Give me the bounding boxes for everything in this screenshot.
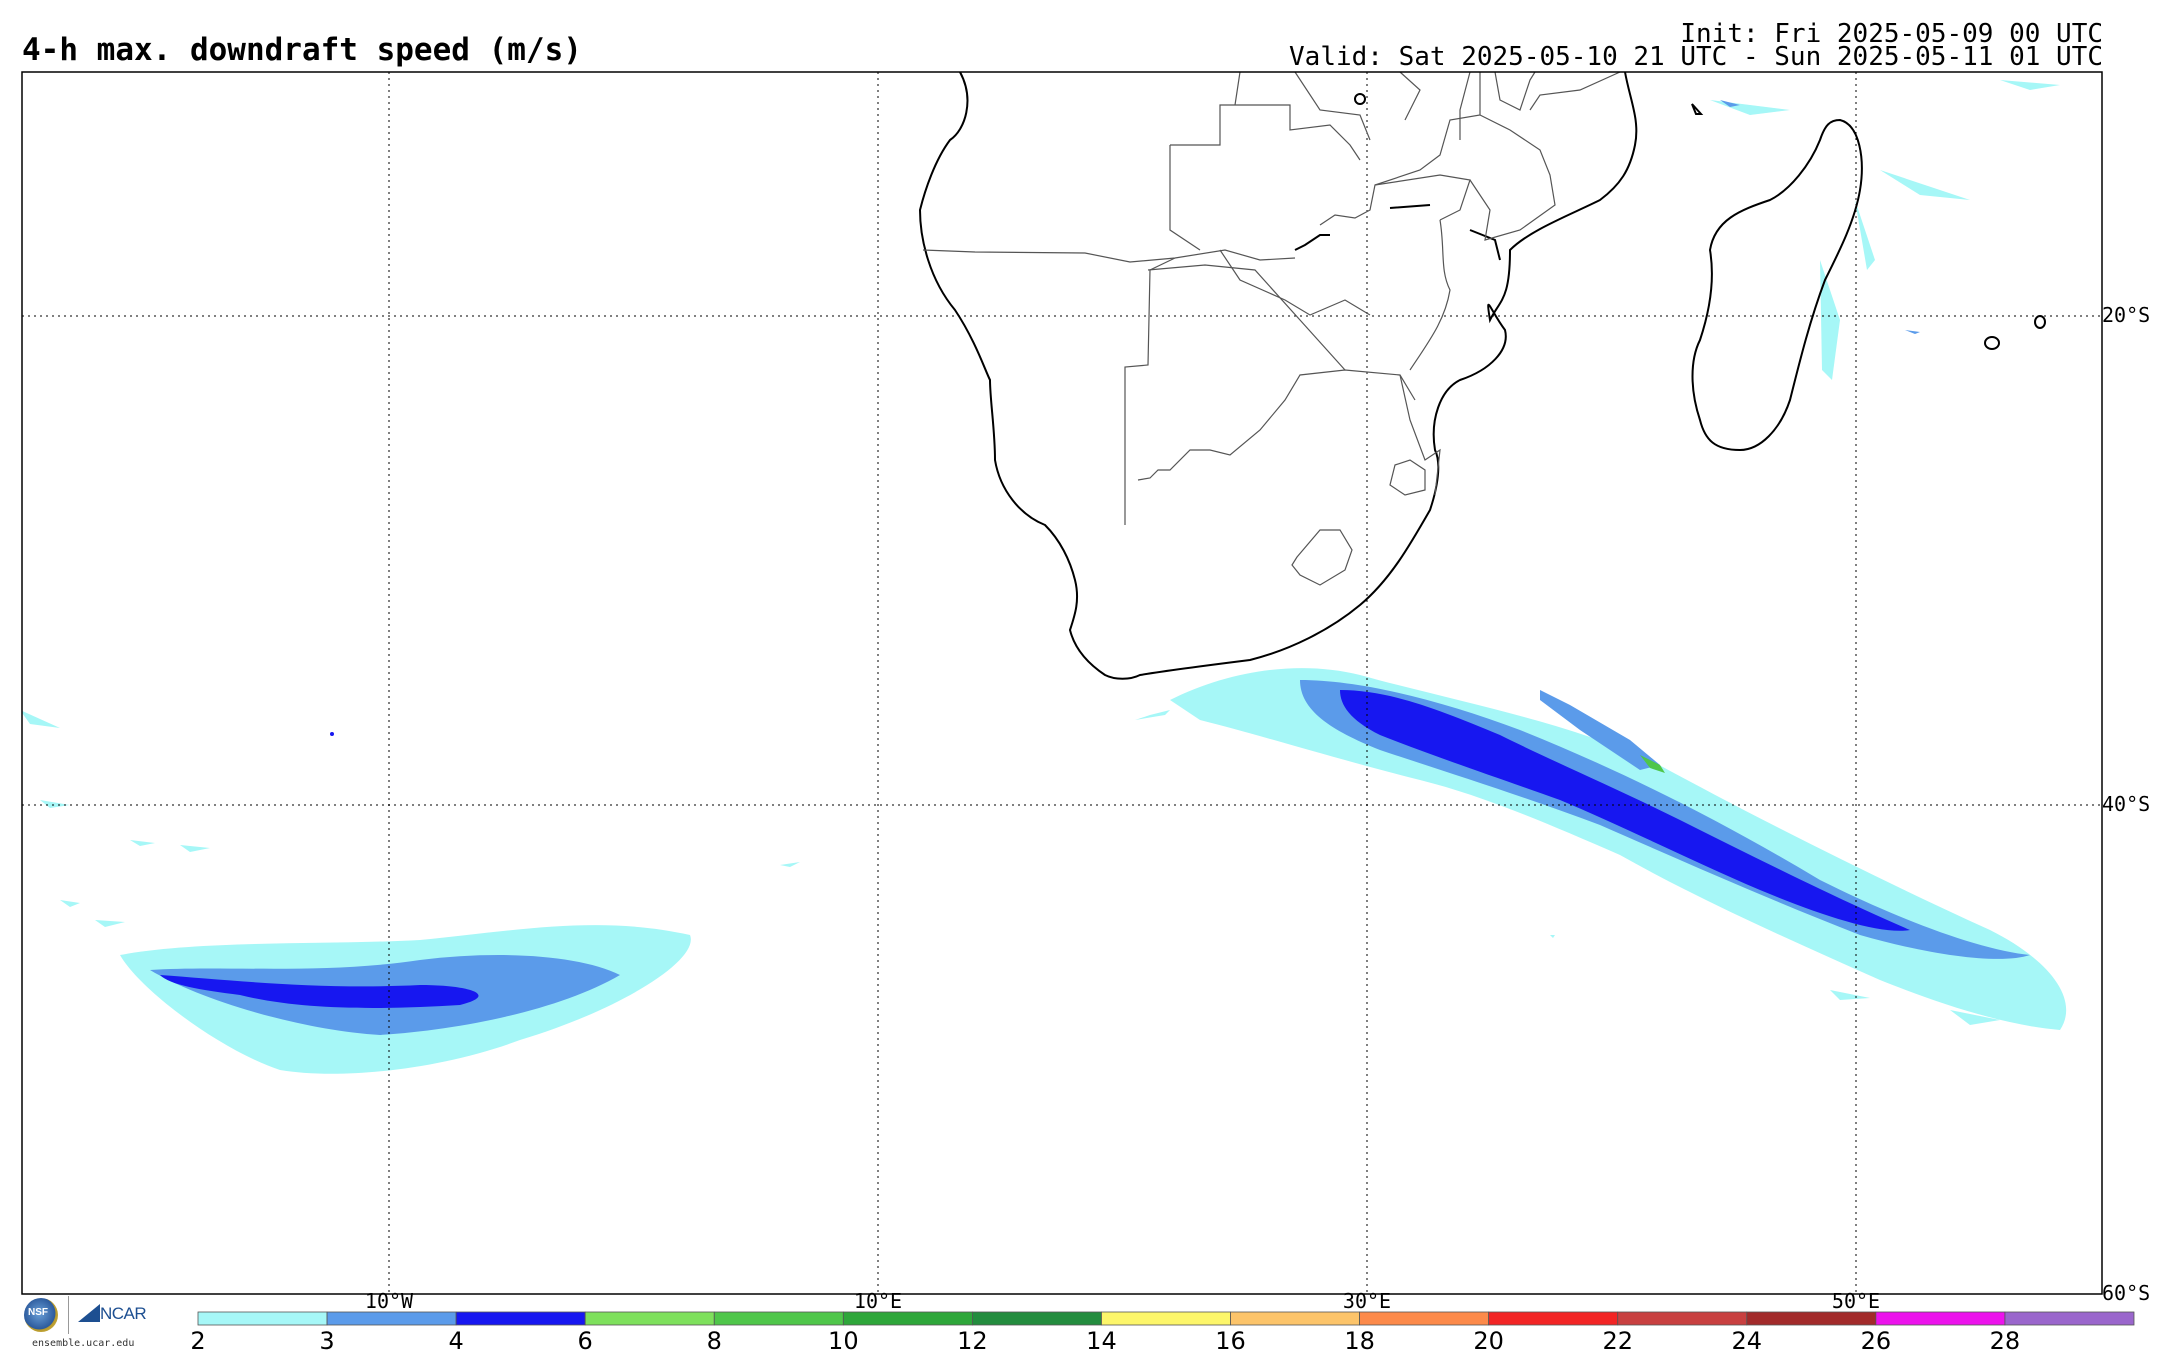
lon-label-10w: 10°W — [364, 1289, 414, 1313]
nsf-logo — [24, 1298, 58, 1332]
colorbar-tick-label: 18 — [1344, 1327, 1375, 1355]
valid-time: Valid: Sat 2025-05-10 21 UTC - Sun 2025-… — [1289, 42, 2103, 72]
ncar-logo-text: NCAR — [100, 1304, 147, 1323]
colorbar-tick-label: 14 — [1086, 1327, 1117, 1355]
lat-label-40s: 40°S — [2102, 792, 2151, 816]
colorbar-swatch — [584, 1311, 715, 1326]
colorbar-swatch — [1746, 1311, 1877, 1326]
colorbar-swatch — [713, 1311, 844, 1326]
lat-label-20s: 20°S — [2102, 303, 2151, 327]
indian-ocean-system — [1135, 668, 2067, 1030]
atlantic-system — [22, 710, 800, 1074]
colorbar-tick-label: 6 — [577, 1327, 593, 1355]
colorbar-tick-label: 24 — [1731, 1327, 1763, 1355]
colorbar — [197, 1311, 2135, 1326]
colorbar-tick-label: 28 — [1989, 1327, 2021, 1355]
lon-label-50e: 50°E — [1831, 1289, 1881, 1313]
colorbar-swatch — [1359, 1311, 1490, 1326]
init-time: Init: Fri 2025-05-09 00 UTC — [1680, 19, 2103, 49]
colorbar-tick-label: 22 — [1602, 1327, 1633, 1355]
colorbar-swatch — [1488, 1311, 1619, 1326]
colorbar-swatch — [1617, 1311, 1748, 1326]
colorbar-tick-label: 2 — [190, 1327, 206, 1355]
colorbar-swatch — [1230, 1311, 1360, 1326]
colorbar-tick-label: 20 — [1473, 1327, 1504, 1355]
nsf-logo-text: NSF — [28, 1307, 48, 1318]
downdraft-field — [22, 80, 2067, 1074]
map-frame — [21, 71, 2103, 1295]
colorbar-swatch — [326, 1311, 457, 1326]
map-title: 4-h max. downdraft speed (m/s) — [22, 32, 582, 68]
madagascar-scatter — [1710, 80, 2060, 380]
logo-divider — [68, 1296, 69, 1334]
lat-label-60s: 60°S — [2102, 1281, 2151, 1305]
colorbar-tick-label: 10 — [828, 1327, 859, 1355]
colorbar-tick-label: 16 — [1215, 1327, 1246, 1355]
colorbar-swatch — [1875, 1311, 2006, 1326]
colorbar-tick-label: 26 — [1860, 1327, 1892, 1355]
colorbar-swatch — [1101, 1311, 1231, 1326]
colorbar-swatch — [455, 1311, 586, 1326]
graticule — [22, 72, 2102, 1294]
site-url: ensemble.ucar.edu — [32, 1338, 135, 1349]
colorbar-swatch — [2004, 1311, 2135, 1326]
ncar-logo-mark — [78, 1304, 100, 1322]
colorbar-tick-label: 4 — [448, 1327, 464, 1355]
coastline — [918, 71, 2046, 680]
logos: NSF NCAR ensemble.ucar.edu — [24, 1296, 154, 1354]
colorbar-tick-label: 8 — [706, 1327, 722, 1355]
colorbar-swatch — [842, 1311, 973, 1326]
colorbar-tick-label: 12 — [957, 1327, 988, 1355]
colorbar-swatch — [972, 1311, 1102, 1326]
colorbar-tick-label: 3 — [319, 1327, 335, 1355]
country-borders — [922, 71, 1621, 586]
lon-label-10e: 10°E — [853, 1289, 903, 1313]
lon-label-30e: 30°E — [1342, 1289, 1392, 1313]
colorbar-swatch — [197, 1311, 328, 1326]
